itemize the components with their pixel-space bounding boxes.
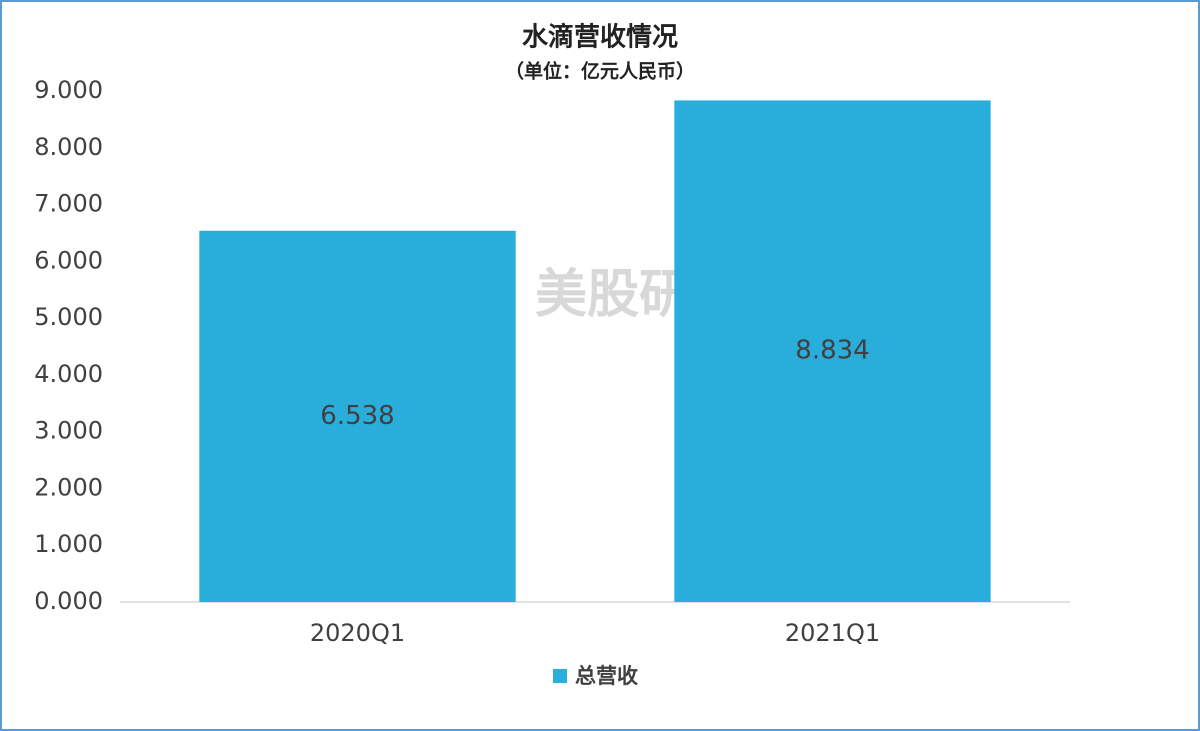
legend-label: 总营收: [575, 664, 638, 688]
chart-title: 水滴营收情况: [522, 22, 678, 53]
bar: [199, 230, 516, 602]
chart-subtitle: （单位：亿元人民币）: [505, 60, 695, 83]
y-tick-label: 5.000: [34, 303, 103, 331]
data-label: 6.538: [320, 401, 394, 431]
bar: [674, 100, 991, 602]
y-tick-label: 1.000: [34, 530, 103, 558]
x-tick-label: 2020Q1: [310, 619, 405, 647]
y-tick-label: 4.000: [34, 360, 103, 388]
y-tick-label: 2.000: [34, 473, 103, 501]
legend-swatch: [553, 669, 567, 683]
y-tick-label: 7.000: [34, 190, 103, 218]
x-tick-label: 2021Q1: [785, 619, 880, 647]
y-tick-label: 0.000: [34, 587, 103, 615]
y-tick-label: 9.000: [34, 76, 103, 104]
y-tick-label: 3.000: [34, 417, 103, 445]
y-tick-label: 6.000: [34, 246, 103, 274]
data-label: 8.834: [795, 336, 869, 366]
y-tick-label: 8.000: [34, 133, 103, 161]
